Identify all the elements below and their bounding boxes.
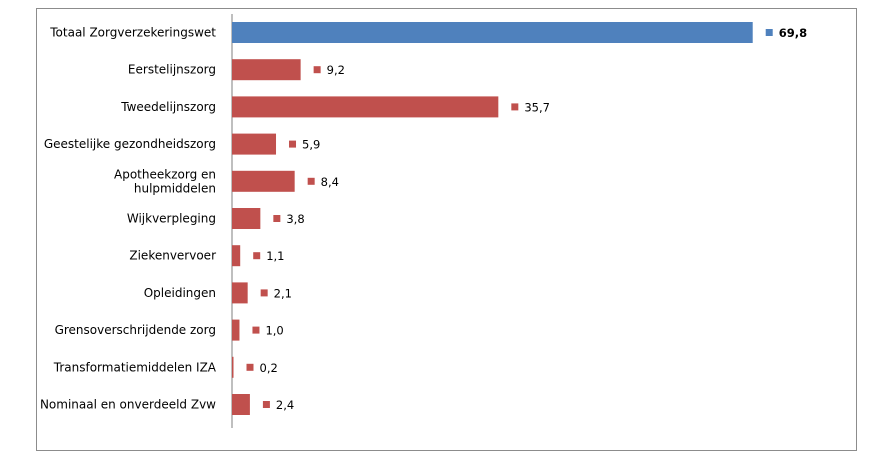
value-label-4: 5,9 bbox=[302, 138, 320, 152]
value-label-10: 0,2 bbox=[260, 361, 278, 375]
value-marker-2 bbox=[313, 66, 321, 74]
value-marker-9 bbox=[252, 326, 260, 334]
category-label-6: Wijkverpleging bbox=[127, 212, 216, 226]
category-label-9: Grensoverschrijdende zorg bbox=[55, 323, 216, 337]
value-marker-8 bbox=[260, 289, 268, 297]
bar-7 bbox=[232, 245, 241, 267]
value-label-9: 1,0 bbox=[265, 324, 283, 338]
value-marker-11 bbox=[262, 401, 270, 408]
value-marker-1 bbox=[765, 29, 773, 36]
category-label-1: Totaal Zorgverzekeringswet bbox=[49, 26, 216, 40]
category-label-5-line-2: hulpmiddelen bbox=[134, 181, 216, 195]
category-label-11: Nominaal en onverdeeld Zvw bbox=[40, 398, 216, 412]
category-label-7: Ziekenvervoer bbox=[129, 249, 216, 263]
value-marker-4 bbox=[289, 140, 297, 148]
bar-2 bbox=[232, 59, 301, 81]
category-label-3: Tweedelijnszorg bbox=[120, 100, 216, 114]
bar-10 bbox=[232, 356, 234, 378]
bar-5 bbox=[232, 170, 295, 192]
category-label-2: Eerstelijnszorg bbox=[128, 63, 216, 77]
value-marker-7 bbox=[253, 252, 261, 260]
bar-4 bbox=[232, 133, 277, 155]
category-label-5-line-1: Apotheekzorg en bbox=[114, 167, 216, 181]
value-label-1: 69,8 bbox=[779, 26, 807, 40]
bar-1 bbox=[232, 22, 753, 43]
value-marker-3 bbox=[511, 103, 519, 111]
category-label-4: Geestelijke gezondheidszorg bbox=[44, 137, 216, 151]
bar-9 bbox=[232, 319, 240, 341]
bar-11 bbox=[232, 394, 250, 415]
value-label-7: 1,1 bbox=[266, 249, 284, 263]
category-label-8: Opleidingen bbox=[144, 286, 216, 300]
category-label-10: Transformatiemiddelen IZA bbox=[53, 360, 217, 374]
value-marker-10 bbox=[246, 363, 254, 371]
value-label-3: 35,7 bbox=[524, 100, 550, 114]
value-label-6: 3,8 bbox=[286, 212, 304, 226]
value-marker-5 bbox=[307, 177, 315, 185]
bar-8 bbox=[232, 282, 248, 304]
value-label-2: 9,2 bbox=[327, 63, 345, 77]
value-label-11: 2,4 bbox=[276, 398, 294, 412]
chart-frame bbox=[36, 8, 857, 451]
value-marker-6 bbox=[273, 215, 281, 222]
bar-3 bbox=[232, 96, 499, 118]
value-label-5: 8,4 bbox=[321, 175, 339, 189]
value-label-8: 2,1 bbox=[274, 286, 292, 300]
bar-6 bbox=[232, 208, 261, 229]
